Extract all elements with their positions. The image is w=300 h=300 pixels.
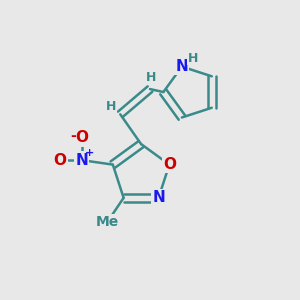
Text: H: H <box>188 52 198 65</box>
Text: O: O <box>54 153 67 168</box>
Text: O: O <box>163 157 176 172</box>
Text: H: H <box>146 71 157 84</box>
Text: Me: Me <box>96 215 119 229</box>
Text: O: O <box>75 130 88 145</box>
Text: -: - <box>70 129 76 143</box>
Text: N: N <box>75 153 88 168</box>
Text: +: + <box>84 148 94 158</box>
Text: H: H <box>106 100 116 112</box>
Text: N: N <box>176 59 188 74</box>
Text: N: N <box>152 190 165 205</box>
